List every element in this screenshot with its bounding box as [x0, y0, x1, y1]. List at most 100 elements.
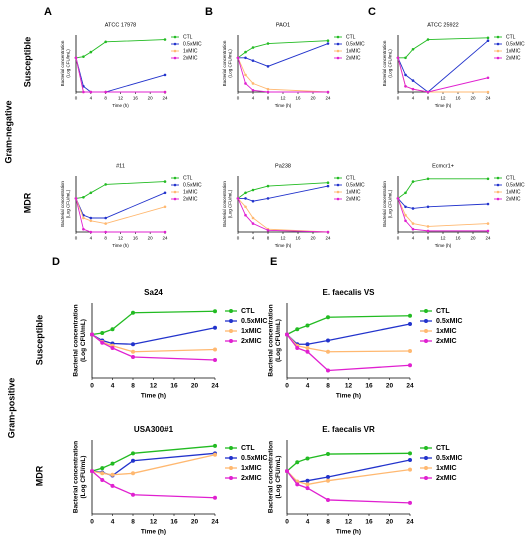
data-point — [251, 216, 255, 220]
chart-title: ATCC 25922 — [427, 22, 458, 28]
data-point — [100, 340, 105, 345]
x-tick-label: 12 — [118, 235, 124, 240]
y-axis-label: Bacterial concentration — [382, 40, 387, 86]
x-axis-label: Time (h) — [275, 243, 292, 248]
legend-marker — [173, 183, 177, 187]
data-point — [244, 50, 247, 54]
x-tick-label: 20 — [310, 95, 316, 100]
data-point — [305, 342, 310, 347]
x-tick-label: 20 — [191, 518, 199, 525]
data-point — [326, 90, 330, 94]
legend-label: 1xMIC — [346, 189, 361, 195]
row-label: Susceptible — [22, 37, 32, 88]
data-point — [163, 191, 167, 195]
data-point — [251, 82, 255, 85]
legend-label: 0.5xMIC — [346, 41, 365, 47]
x-tick-label: 24 — [162, 95, 168, 100]
data-point — [213, 358, 217, 362]
series-line — [397, 40, 489, 93]
chart-title: Ecmcr1+ — [432, 163, 454, 169]
series-line — [237, 182, 329, 199]
x-tick-label: 8 — [427, 235, 430, 240]
x-tick-label: 20 — [470, 95, 476, 100]
legend-label: 2xMIC — [183, 196, 198, 202]
series-line — [397, 57, 489, 93]
legend-label: 0.5xMIC — [436, 455, 462, 462]
data-point — [89, 216, 93, 220]
legend-label: 0.5xMIC — [241, 318, 267, 325]
data-point — [326, 478, 330, 483]
legend-label: 2xMIC — [506, 55, 521, 61]
series-line — [398, 37, 489, 59]
legend-label: 0.5xMIC — [183, 182, 202, 188]
panel-letter: B — [205, 6, 213, 18]
series-line — [286, 323, 411, 345]
x-tick-label: 20 — [386, 518, 394, 525]
data-point — [411, 79, 415, 82]
data-point — [131, 349, 135, 354]
legend-label: 0.5xMIC — [241, 455, 267, 462]
legend-marker — [336, 183, 340, 187]
x-axis-label: Time (h) — [435, 103, 452, 108]
data-point — [396, 197, 400, 200]
row-label: Susceptible — [34, 315, 44, 366]
series-line — [286, 468, 411, 486]
data-point — [326, 181, 330, 185]
chart-title: Sa24 — [144, 288, 163, 297]
data-point — [104, 222, 107, 225]
data-point — [486, 90, 490, 94]
x-axis-label: Time (h) — [112, 103, 129, 108]
data-point — [100, 477, 105, 482]
legend-marker — [173, 49, 177, 53]
data-point — [305, 456, 310, 461]
legend-label: CTL — [241, 445, 255, 452]
data-point — [305, 323, 310, 328]
legend-label: 1xMIC — [436, 465, 457, 472]
x-axis-label: Time (h) — [141, 529, 166, 536]
legend-marker — [424, 446, 428, 450]
x-tick-label: 16 — [295, 235, 301, 240]
data-point — [486, 202, 490, 206]
data-point — [426, 177, 430, 181]
legend-marker — [424, 466, 428, 470]
data-point — [90, 332, 94, 337]
x-axis-label: Time (h) — [336, 393, 361, 400]
data-point — [244, 213, 247, 217]
x-axis-label: Time (h) — [336, 529, 361, 536]
data-point — [486, 222, 490, 225]
data-point — [74, 197, 78, 200]
x-tick-label: 24 — [485, 95, 491, 100]
x-tick-label: 4 — [111, 518, 115, 525]
x-tick-label: 8 — [104, 95, 107, 100]
series-line — [91, 333, 216, 361]
x-tick-label: 16 — [133, 95, 139, 100]
data-point — [131, 471, 135, 476]
data-point — [244, 73, 247, 77]
y-axis-label: Bacterial concentration — [72, 304, 79, 376]
legend-marker — [336, 49, 340, 53]
y-axis-label: Bacterial concentration — [60, 40, 65, 86]
data-point — [266, 87, 270, 91]
legend-marker — [173, 35, 177, 39]
legend-marker — [424, 319, 428, 323]
data-point — [404, 73, 407, 77]
data-point — [486, 229, 490, 233]
data-point — [486, 177, 490, 181]
legend-label: CTL — [346, 34, 356, 40]
data-point — [266, 65, 270, 68]
data-point — [326, 368, 330, 373]
data-point — [326, 349, 330, 354]
data-point — [404, 213, 407, 217]
data-point — [411, 47, 415, 51]
legend-marker — [496, 176, 500, 180]
data-point — [305, 346, 310, 350]
series-line — [237, 57, 329, 93]
series-line — [237, 57, 328, 93]
data-point — [411, 87, 415, 91]
legend-label: CTL — [436, 445, 450, 452]
legend-label: 1xMIC — [241, 465, 262, 472]
legend-label: CTL — [346, 175, 356, 181]
data-point — [295, 482, 300, 487]
row-label: MDR — [22, 192, 32, 213]
group-label: Gram-negative — [3, 100, 13, 163]
